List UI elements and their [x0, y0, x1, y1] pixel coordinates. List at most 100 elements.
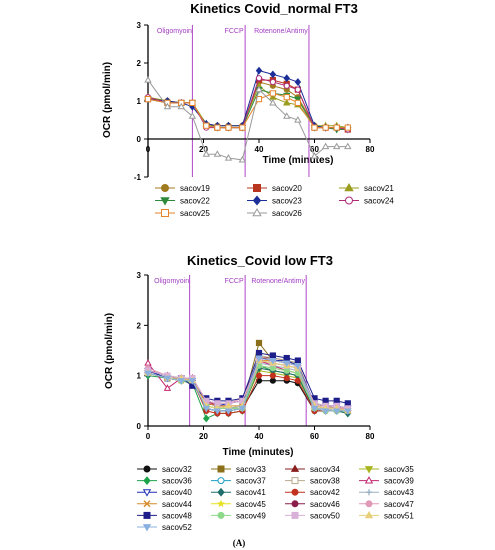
legend-item: sacov32: [137, 465, 192, 474]
legend-item: sacov49: [211, 511, 266, 520]
plot-area: Oligomyoin FCCP Rotenone/Antimy -1 0 1 2 3 0 20 40…: [134, 21, 375, 182]
legend-label: sacov45: [236, 500, 266, 509]
data-point: [269, 365, 276, 372]
data-point: [239, 124, 246, 131]
x-tick-label: 20: [199, 145, 208, 154]
legend-marker: [365, 500, 373, 508]
legend-item: sacov39: [359, 476, 414, 486]
data-point: [255, 349, 263, 357]
phase-label: FCCP: [225, 28, 244, 35]
legend-marker: [291, 500, 299, 508]
legend-item: sacov48: [137, 511, 192, 520]
data-point: [224, 401, 233, 409]
legend-item: sacov22: [155, 197, 210, 206]
legend-label: sacov25: [180, 209, 210, 218]
x-tick-label: 60: [310, 432, 319, 441]
x-tick-label: 40: [255, 145, 264, 154]
y-tick-label: 0: [137, 422, 142, 431]
data-point: [269, 352, 276, 359]
legend-label: sacov38: [310, 477, 340, 486]
data-point: [144, 76, 152, 83]
panel-low-ft3: Kinetics_Covid low FT3 OCR (pmol/min) Ti…: [104, 253, 414, 532]
plot-area: Oligomyoin FCCP Rotenone/Antimy 0 1 2 3 0 20 40 60…: [137, 271, 375, 441]
legend-item: sacov52: [137, 523, 192, 532]
legend-label: sacov33: [236, 465, 266, 474]
data-point: [294, 357, 301, 364]
y-tick-label: 3: [137, 21, 142, 30]
data-point: [188, 112, 197, 119]
legend-marker: [142, 489, 152, 497]
x-tick-label: 80: [366, 145, 375, 154]
legend-marker: [217, 465, 225, 473]
chart-title: Kinetics_Covid low FT3: [187, 253, 333, 268]
legend-marker: [253, 184, 261, 192]
legend-label: sacov32: [162, 465, 192, 474]
data-point: [294, 86, 301, 93]
legend-item: sacov47: [359, 500, 414, 509]
legend-label: sacov42: [310, 488, 340, 497]
data-point: [269, 98, 277, 106]
data-point: [294, 78, 302, 86]
data-point: [311, 124, 318, 131]
y-tick-label: 1: [137, 372, 142, 381]
series-sacov52: [144, 355, 352, 415]
legend-item: sacov40: [137, 488, 192, 497]
legend-label: sacov35: [384, 465, 414, 474]
legend-label: sacov20: [272, 184, 302, 193]
x-axis-label: Time (minutes): [223, 447, 294, 458]
legend-item: sacov24: [339, 196, 394, 206]
legend-marker: [160, 197, 170, 206]
legend-item: sacov38: [285, 477, 340, 486]
legend: sacov32 sacov33 sacov34 sacov35 sacov36 sacov…: [137, 464, 414, 532]
series-line: [147, 360, 348, 409]
data-point: [255, 75, 263, 82]
data-point: [294, 115, 302, 123]
data-point: [144, 96, 152, 103]
data-point: [310, 405, 319, 413]
legend-marker: [142, 524, 152, 532]
series-line: [147, 79, 348, 161]
legend-marker: [143, 465, 151, 473]
legend-item: sacov42: [285, 488, 340, 497]
legend-label: sacov50: [310, 511, 340, 520]
data-point: [202, 405, 210, 413]
legend-item: sacov46: [285, 500, 340, 509]
legend-label: sacov43: [384, 488, 414, 497]
data-point: [238, 155, 247, 163]
legend-marker: [291, 477, 299, 485]
data-point: [269, 372, 276, 379]
data-point: [203, 122, 210, 129]
data-point: [163, 102, 172, 110]
legend-marker: [290, 464, 300, 472]
data-point: [214, 124, 221, 131]
legend-item: sacov25: [155, 209, 210, 218]
legend-marker: [217, 511, 225, 519]
data-point: [269, 377, 276, 384]
data-point: [188, 378, 197, 385]
legend-label: sacov23: [272, 197, 302, 206]
data-point: [283, 360, 291, 368]
data-point: [321, 142, 330, 150]
legend-marker: [345, 196, 353, 205]
data-point: [322, 124, 329, 131]
y-tick-label: 0: [137, 135, 142, 144]
legend-marker: [161, 184, 169, 192]
legend-label: sacov36: [162, 477, 192, 486]
legend-label: sacov21: [364, 184, 394, 193]
data-point: [269, 78, 276, 86]
data-point: [224, 153, 233, 161]
legend-item: sacov45: [211, 499, 266, 509]
series-sacov25: [144, 90, 351, 131]
legend-label: sacov48: [162, 511, 192, 520]
data-point: [255, 66, 263, 75]
chart-title: Kinetics Covid_normal FT3: [190, 1, 358, 16]
series-line: [147, 92, 348, 129]
data-point: [283, 354, 290, 362]
legend-label: sacov46: [310, 500, 340, 509]
series-line: [147, 69, 348, 129]
legend-marker: [291, 511, 299, 519]
y-tick-label: 1: [137, 97, 142, 106]
legend-item: sacov26: [247, 207, 302, 218]
data-point: [294, 96, 302, 104]
